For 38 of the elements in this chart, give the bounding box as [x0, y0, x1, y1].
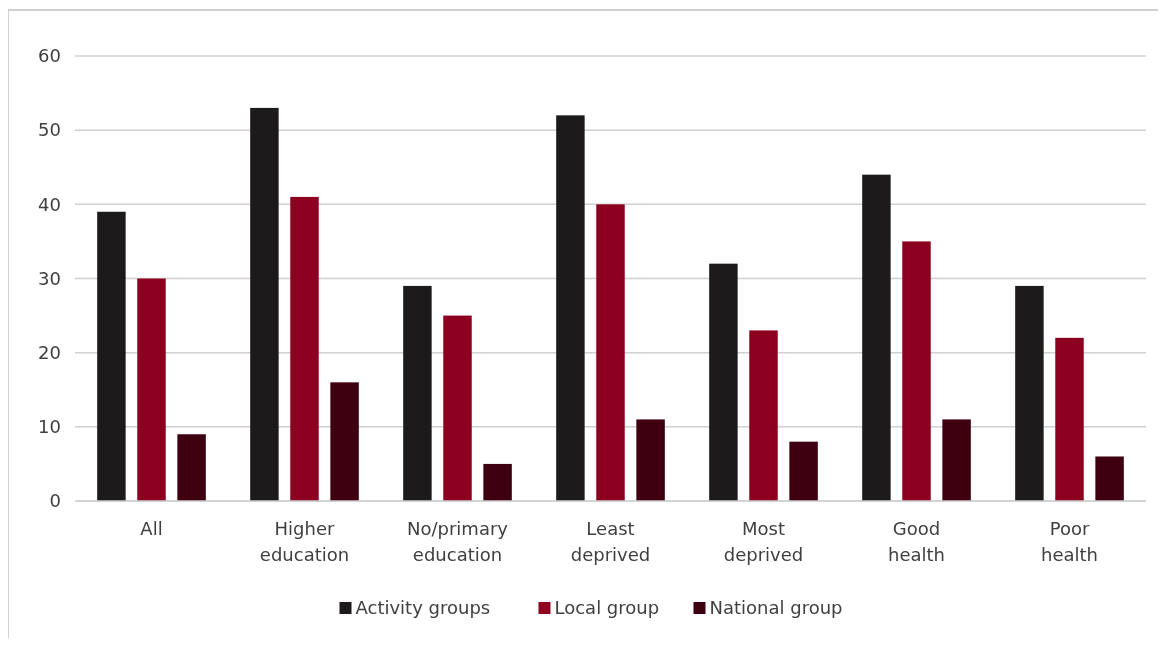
bar: [483, 463, 512, 501]
bar: [137, 278, 166, 501]
bar: [290, 196, 319, 501]
legend-label: Activity groups: [355, 597, 491, 619]
bar: [330, 382, 359, 501]
bar: [636, 419, 665, 501]
legend-label: National group: [709, 597, 843, 619]
bar: [942, 419, 971, 501]
bar: [789, 441, 818, 501]
y-tick-label: 0: [49, 490, 61, 512]
x-tick-label: Good health: [888, 518, 945, 565]
x-tick-label: All: [140, 518, 163, 539]
bar: [250, 107, 279, 501]
bar: [1015, 285, 1044, 501]
x-tick-label: No/primary education: [407, 518, 509, 565]
y-tick-label: 60: [38, 45, 61, 67]
x-tick-label: Least deprived: [570, 518, 651, 565]
bar: [596, 204, 625, 501]
bar: [443, 315, 472, 501]
legend-label: Local group: [554, 597, 660, 619]
y-tick-label: 50: [38, 119, 61, 141]
bar: [556, 115, 585, 501]
bar: [862, 174, 891, 501]
bar: [749, 330, 778, 501]
y-tick-label: 20: [38, 341, 61, 363]
bar: [177, 434, 206, 501]
bar: [403, 285, 432, 501]
bar: [709, 263, 738, 501]
bar: [1095, 456, 1124, 501]
bar: [902, 241, 931, 501]
x-tick-label: Higher education: [259, 518, 350, 565]
y-tick-label: 40: [38, 193, 61, 215]
y-tick-label: 10: [38, 416, 61, 438]
x-tick-label: Most deprived: [723, 518, 804, 565]
y-tick-label: 30: [38, 267, 61, 289]
bar: [1055, 337, 1084, 501]
x-tick-label: Poor health: [1041, 518, 1098, 565]
bar: [97, 211, 126, 501]
